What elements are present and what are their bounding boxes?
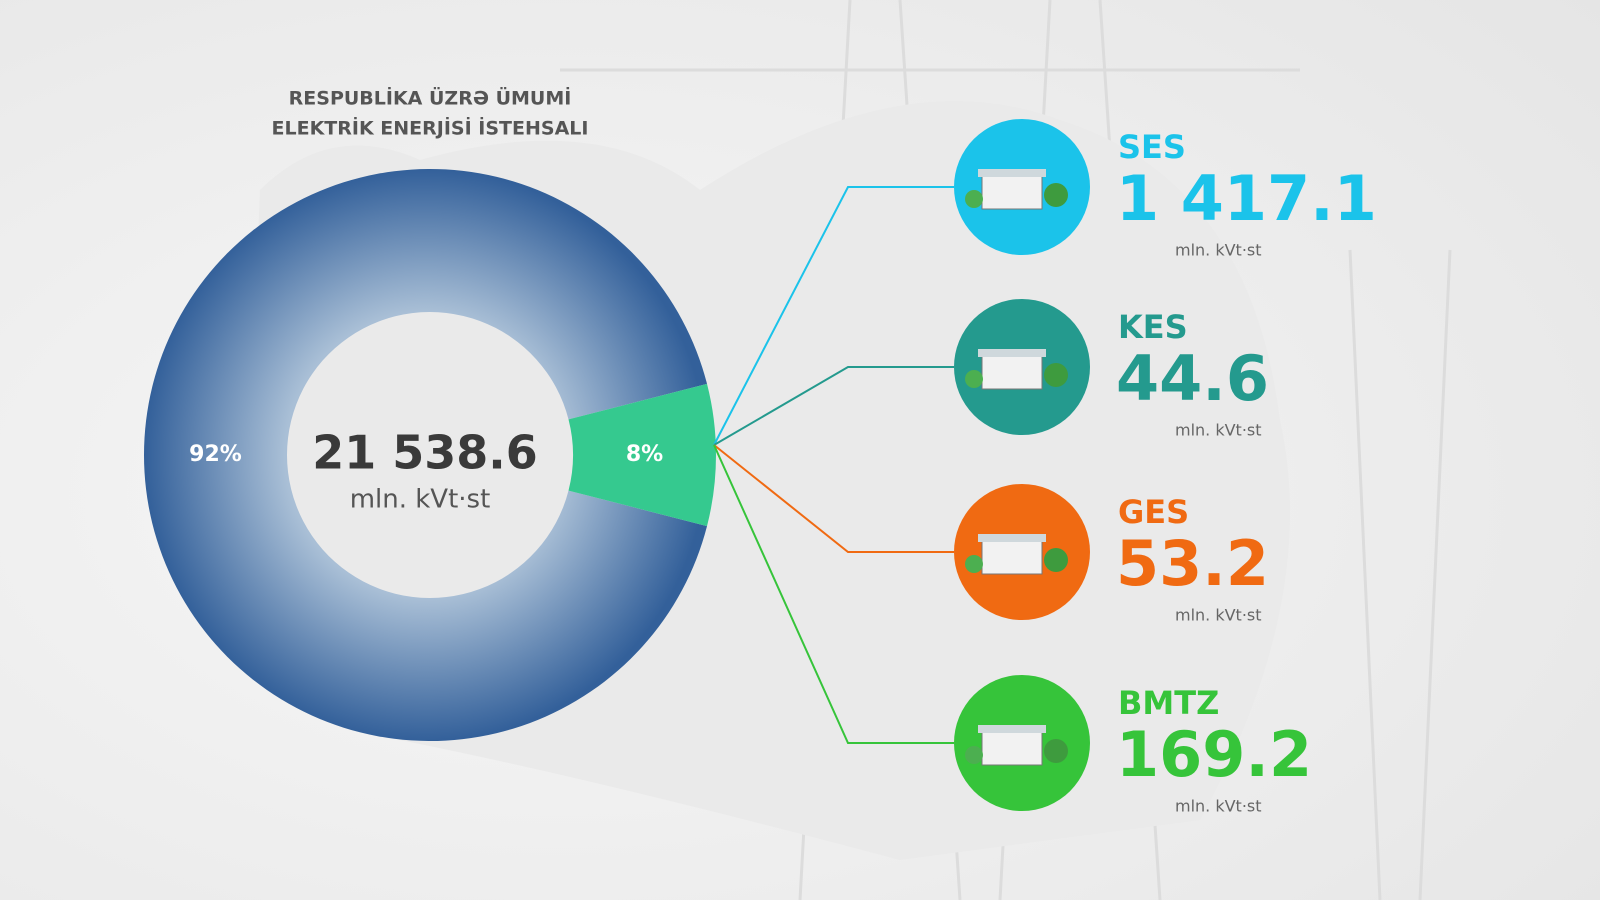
source-name: GES xyxy=(1118,493,1189,531)
icon-tree xyxy=(965,555,983,573)
donut: 92% 8% xyxy=(144,168,716,741)
icon-building xyxy=(981,539,1043,575)
slice-label: 92% xyxy=(189,442,242,467)
source-value: 169.2 xyxy=(1116,718,1312,791)
slice-label: 8% xyxy=(626,442,663,467)
connector xyxy=(713,444,954,553)
icon-tree xyxy=(1044,363,1068,387)
icon-roof xyxy=(978,169,1046,177)
icon-tree xyxy=(965,746,983,764)
source-value: 44.6 xyxy=(1116,342,1269,415)
source-unit: mln. kVt·st xyxy=(1175,421,1262,440)
slice xyxy=(144,168,708,741)
source-unit: mln. kVt·st xyxy=(1175,241,1262,260)
icon-tree xyxy=(1044,739,1068,763)
total-unit: mln. kVt·st xyxy=(350,485,491,515)
slice xyxy=(568,383,716,527)
source-unit: mln. kVt·st xyxy=(1175,797,1262,816)
icon-tree xyxy=(965,370,983,388)
title: ELEKTRİK ENERJİSİ İSTEHSALI xyxy=(272,116,589,140)
source-name: SES xyxy=(1118,128,1186,166)
icon-tree xyxy=(1044,183,1068,207)
source-value: 53.2 xyxy=(1116,527,1269,600)
icon-building xyxy=(981,730,1043,766)
source-value: 1 417.1 xyxy=(1116,162,1377,235)
connector xyxy=(713,186,954,446)
source-unit: mln. kVt·st xyxy=(1175,606,1262,625)
total: 21 538.6 xyxy=(312,426,538,480)
icon-building xyxy=(981,174,1043,210)
icon-tree xyxy=(965,190,983,208)
title: RESPUBLİKA ÜZRƏ ÜMUMİ xyxy=(289,86,572,110)
source-name: KES xyxy=(1118,308,1188,346)
source-name: BMTZ xyxy=(1118,684,1219,722)
connector xyxy=(713,366,954,446)
icon-roof xyxy=(978,534,1046,542)
icon-roof xyxy=(978,349,1046,357)
connector xyxy=(713,444,954,744)
icon-building xyxy=(981,354,1043,390)
icon-tree xyxy=(1044,548,1068,572)
icon-roof xyxy=(978,725,1046,733)
